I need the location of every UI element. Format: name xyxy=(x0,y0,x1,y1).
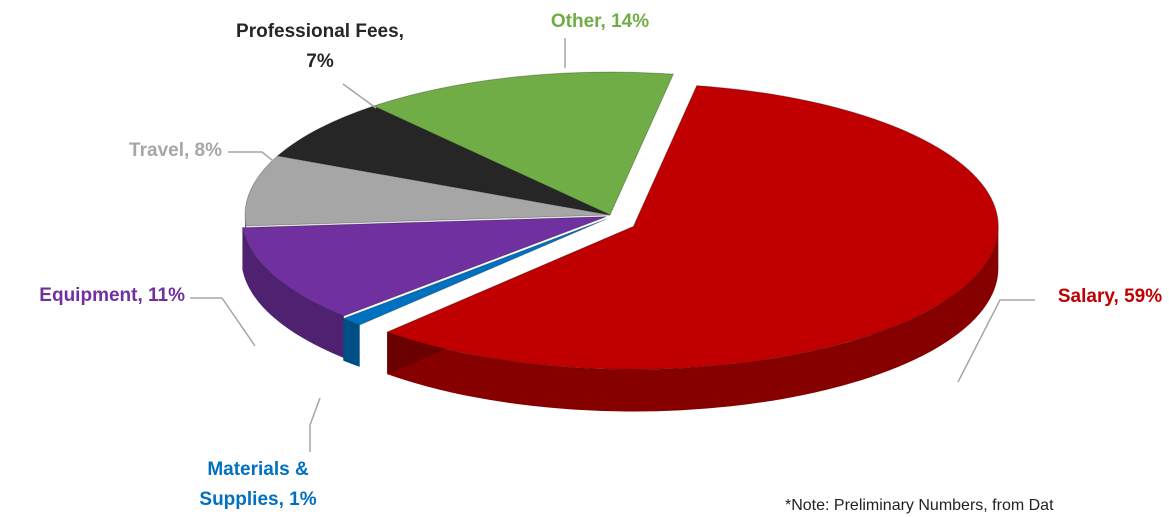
slice-side xyxy=(343,318,360,367)
slice xyxy=(241,216,607,317)
slice-side xyxy=(242,227,344,358)
note: *Note: Preliminary Numbers, from Dat xyxy=(785,497,1054,514)
leader-line xyxy=(342,83,377,109)
data-label: Materials & Supplies, 1% xyxy=(199,459,317,510)
slice xyxy=(244,155,611,227)
leader-line xyxy=(957,299,1035,383)
data-label: Professional Fees, 7% xyxy=(236,21,404,72)
slice xyxy=(385,85,999,370)
leader-line xyxy=(228,151,283,169)
slice xyxy=(276,105,611,216)
leader-line xyxy=(309,397,321,452)
data-label: Travel, 8% xyxy=(129,140,222,161)
data-label: Equipment, 11% xyxy=(39,285,185,306)
slice xyxy=(372,71,675,216)
slice-side xyxy=(387,226,999,412)
data-label: Salary, 59% xyxy=(1057,286,1163,307)
slice xyxy=(341,218,607,326)
data-label: Other, 14% xyxy=(550,11,650,32)
leader-line xyxy=(190,297,256,347)
